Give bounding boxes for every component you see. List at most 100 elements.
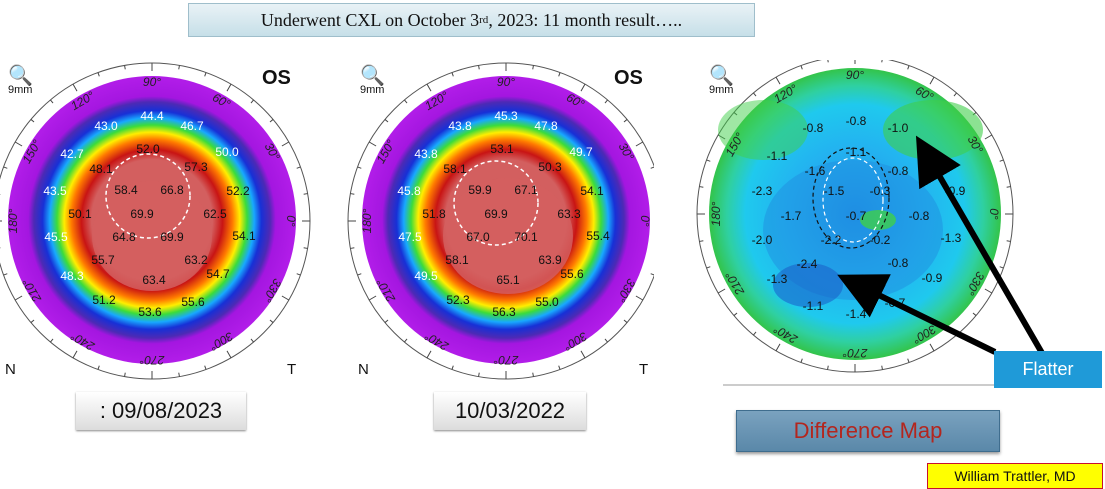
tick-mark — [881, 365, 883, 370]
zoom-label: 9mm — [360, 84, 384, 96]
map-value: 52.3 — [446, 293, 470, 307]
degree-label: 90° — [846, 68, 864, 82]
tick-mark — [50, 338, 54, 343]
tick-mark — [532, 372, 534, 377]
exam-date-baseline: 10/03/2022 — [434, 392, 586, 430]
degree-label: 0° — [987, 208, 1001, 220]
map-value: 65.1 — [496, 273, 520, 287]
tick-mark — [281, 141, 290, 147]
difference-value: -1.1 — [803, 299, 824, 313]
tick-mark — [827, 365, 829, 370]
tick-mark — [699, 186, 704, 188]
tick-mark — [357, 273, 362, 276]
degree-label: 270° — [842, 346, 868, 360]
difference-value: -1.1 — [767, 149, 788, 163]
tick-mark — [426, 83, 432, 92]
title-text-end: , 2023: 11 month result….. — [488, 9, 683, 30]
tick-mark — [706, 266, 711, 269]
difference-value: -0.8 — [909, 209, 930, 223]
tick-mark — [623, 319, 628, 323]
tick-mark — [972, 312, 977, 316]
map-value: 45.8 — [397, 184, 421, 198]
map-value: 54.1 — [580, 184, 604, 198]
map-value: 70.1 — [514, 230, 538, 244]
tick-mark — [303, 247, 308, 249]
tick-mark — [999, 266, 1004, 269]
map-value: 63.4 — [142, 273, 166, 287]
difference-value: -0.8 — [803, 121, 824, 135]
difference-value: -1.3 — [941, 231, 962, 245]
arrow-to-superior — [915, 135, 1045, 355]
difference-value: -0.8 — [846, 114, 867, 128]
tick-mark — [250, 99, 254, 104]
map-value: 55.6 — [181, 295, 205, 309]
map-value: 54.1 — [232, 229, 256, 243]
map-value: 48.3 — [60, 269, 84, 283]
tick-mark — [635, 295, 644, 301]
tick-mark — [269, 319, 274, 323]
tick-mark — [281, 295, 290, 301]
difference-value: -2.2 — [821, 233, 842, 247]
tick-mark — [178, 65, 180, 70]
map-value: 58.4 — [114, 183, 138, 197]
tick-mark — [296, 166, 301, 169]
tick-mark — [404, 338, 408, 343]
tick-mark — [580, 350, 586, 359]
map-value: 45.3 — [494, 109, 518, 123]
flatter-label: Flatter — [994, 351, 1102, 388]
tick-mark — [775, 343, 781, 352]
map-value: 67.1 — [514, 183, 538, 197]
map-value: 46.7 — [180, 119, 204, 133]
tick-mark — [384, 119, 389, 123]
tick-mark — [929, 343, 935, 352]
tick-mark — [124, 65, 126, 70]
tick-mark — [827, 60, 829, 63]
thinnest-zone-circle — [105, 153, 191, 239]
map-value: 69.9 — [130, 207, 154, 221]
degree-label: 180° — [360, 208, 374, 233]
title-superscript: rd — [479, 14, 489, 26]
thinnest-zone-circle — [453, 160, 539, 246]
tick-mark — [178, 372, 180, 377]
tick-mark — [478, 372, 480, 377]
map-value: 44.4 — [140, 109, 164, 123]
degree-label: 270° — [493, 353, 519, 367]
map-value: 47.5 — [398, 230, 422, 244]
map-value: 54.7 — [206, 267, 230, 281]
map-value: 55.0 — [535, 295, 559, 309]
map-value: 69.9 — [484, 207, 508, 221]
topography-map-baseline: 🔍 9mm OS N T 90°120°150°180°210°240°270°… — [336, 48, 654, 388]
nasal-label: N — [358, 361, 369, 378]
tick-mark — [451, 72, 454, 77]
tick-mark — [929, 76, 935, 85]
temporal-label: T — [287, 361, 296, 378]
tick-mark — [907, 65, 910, 70]
degree-label: 0° — [284, 215, 298, 227]
tick-mark — [72, 350, 78, 359]
thinnest-zone-circle — [812, 147, 890, 249]
tick-mark — [800, 65, 803, 70]
difference-value: -0.8 — [888, 164, 909, 178]
difference-value: -1.5 — [824, 184, 845, 198]
tick-mark — [368, 295, 377, 301]
map-value: 55.6 — [560, 267, 584, 281]
map-value: 49.5 — [414, 269, 438, 283]
tick-mark — [558, 365, 561, 370]
map-value: 50.1 — [68, 207, 92, 221]
difference-value: -0.7 — [846, 209, 867, 223]
difference-value: -1.6 — [805, 164, 826, 178]
tick-mark — [72, 83, 78, 92]
tick-mark — [350, 247, 355, 249]
tick-mark — [1006, 186, 1011, 188]
tick-mark — [14, 141, 23, 147]
map-value: 59.9 — [468, 183, 492, 197]
title-text: Underwent CXL on October 3 — [260, 9, 480, 30]
tick-mark — [124, 372, 126, 377]
tick-mark — [733, 312, 738, 316]
map-value: 53.1 — [490, 142, 514, 156]
tick-mark — [604, 338, 608, 343]
tick-mark — [14, 295, 23, 301]
difference-value: -1.0 — [888, 121, 909, 135]
difference-map-button[interactable]: Difference Map — [736, 410, 1000, 452]
